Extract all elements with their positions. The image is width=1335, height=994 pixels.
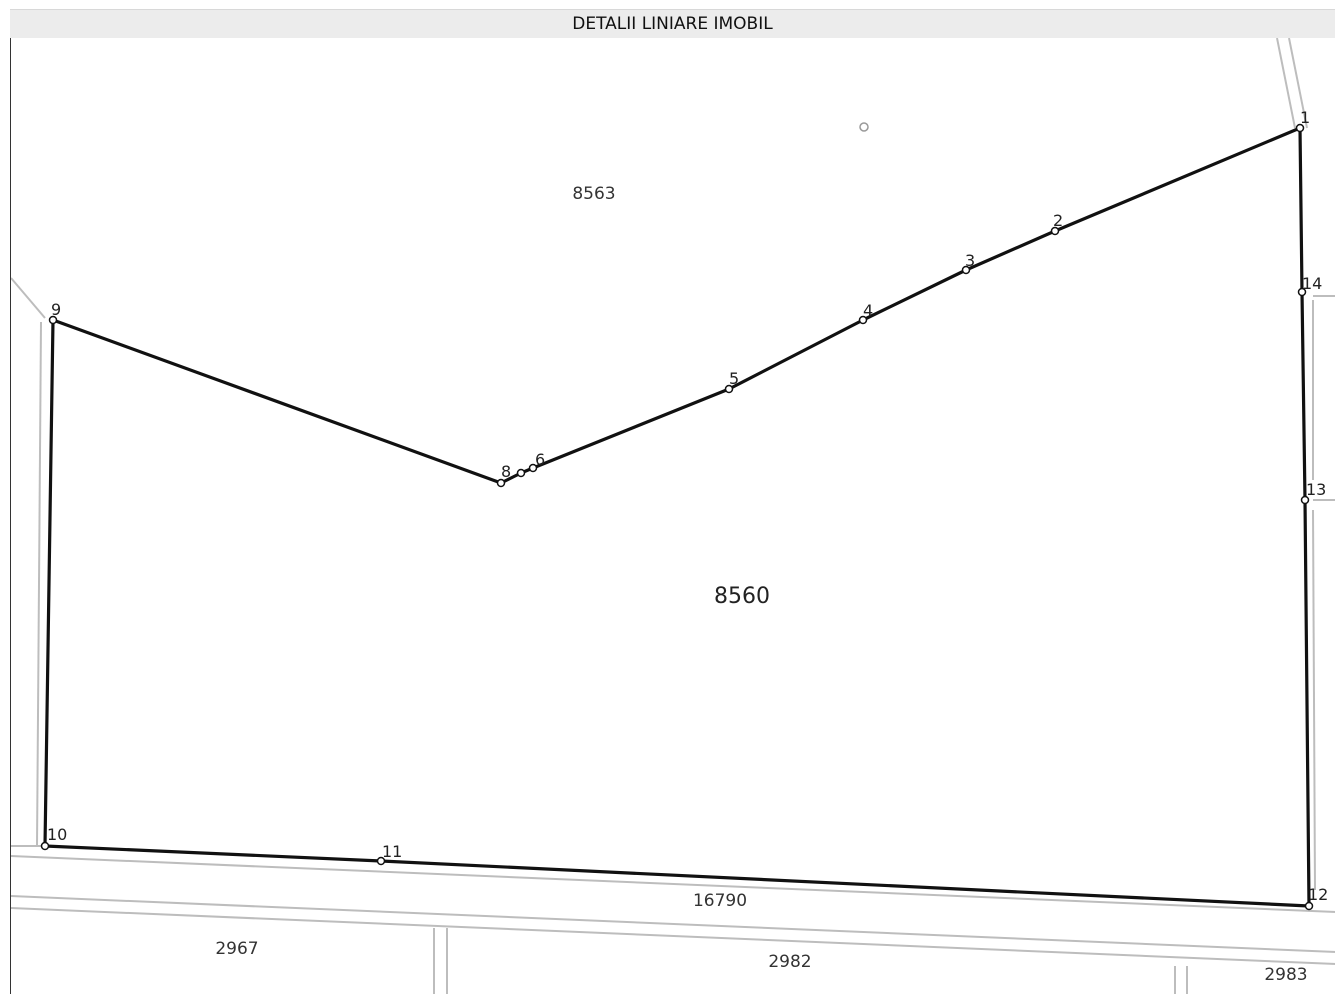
vertex-marker[interactable] — [516, 468, 526, 478]
boundary-line — [11, 855, 1335, 913]
vertex-label: 11 — [382, 842, 402, 861]
vertex-marker[interactable] — [376, 856, 386, 866]
neighbor-parcel-id: 16790 — [693, 891, 747, 911]
main-parcel-outline[interactable] — [43, 126, 1311, 908]
map-canvas: 8560 8563 16790 2967 2982 2983 1 2 3 4 5… — [11, 38, 1335, 994]
survey-marker — [859, 122, 869, 132]
vertex-label: 12 — [1308, 885, 1328, 904]
main-parcel-id: 8560 — [714, 584, 770, 609]
vertex-label: 10 — [47, 825, 67, 844]
vertex-marker[interactable] — [40, 841, 50, 851]
vertex-label: 6 — [535, 450, 545, 469]
neighbor-parcel-id: 2982 — [768, 952, 811, 972]
vertex-label: 13 — [1306, 480, 1326, 499]
vertex-label: 14 — [1302, 274, 1322, 293]
vertex-label: 3 — [965, 251, 975, 270]
vertex-marker[interactable] — [724, 384, 734, 394]
vertex-label: 5 — [729, 369, 739, 388]
vertex-marker[interactable] — [1300, 495, 1310, 505]
boundary-line — [11, 895, 1335, 953]
neighbor-parcel-id: 8563 — [572, 184, 615, 204]
vertex-label: 9 — [51, 300, 61, 319]
vertex-marker[interactable] — [528, 463, 538, 473]
vertex-markers — [40, 123, 1314, 911]
vertex-marker[interactable] — [961, 265, 971, 275]
vertex-label: 4 — [863, 301, 873, 320]
vertex-marker[interactable] — [858, 315, 868, 325]
vertex-marker[interactable] — [1050, 226, 1060, 236]
vertex-marker[interactable] — [48, 315, 58, 325]
vertex-label: 8 — [501, 462, 511, 481]
boundary-line — [11, 277, 46, 319]
vertex-marker[interactable] — [1297, 287, 1307, 297]
vertex-marker[interactable] — [1304, 901, 1314, 911]
boundary-line — [1312, 509, 1316, 891]
neighbor-boundaries — [11, 38, 1335, 994]
neighbor-parcel-id: 2967 — [215, 939, 258, 959]
vertex-marker[interactable] — [1295, 123, 1305, 133]
page-title: DETALII LINIARE IMOBIL — [572, 14, 773, 34]
boundary-line — [1276, 38, 1296, 129]
boundary-line — [1288, 38, 1308, 129]
boundary-line — [11, 907, 1335, 965]
boundary-line — [36, 321, 42, 847]
vertex-label: 2 — [1053, 211, 1063, 230]
page-title-bar: DETALII LINIARE IMOBIL — [10, 9, 1335, 39]
neighbor-parcel-id: 2983 — [1264, 965, 1307, 985]
vertex-marker[interactable] — [496, 478, 506, 488]
parcel-map[interactable]: 8560 8563 16790 2967 2982 2983 1 2 3 4 5… — [10, 38, 1335, 994]
vertex-label: 1 — [1300, 108, 1310, 127]
